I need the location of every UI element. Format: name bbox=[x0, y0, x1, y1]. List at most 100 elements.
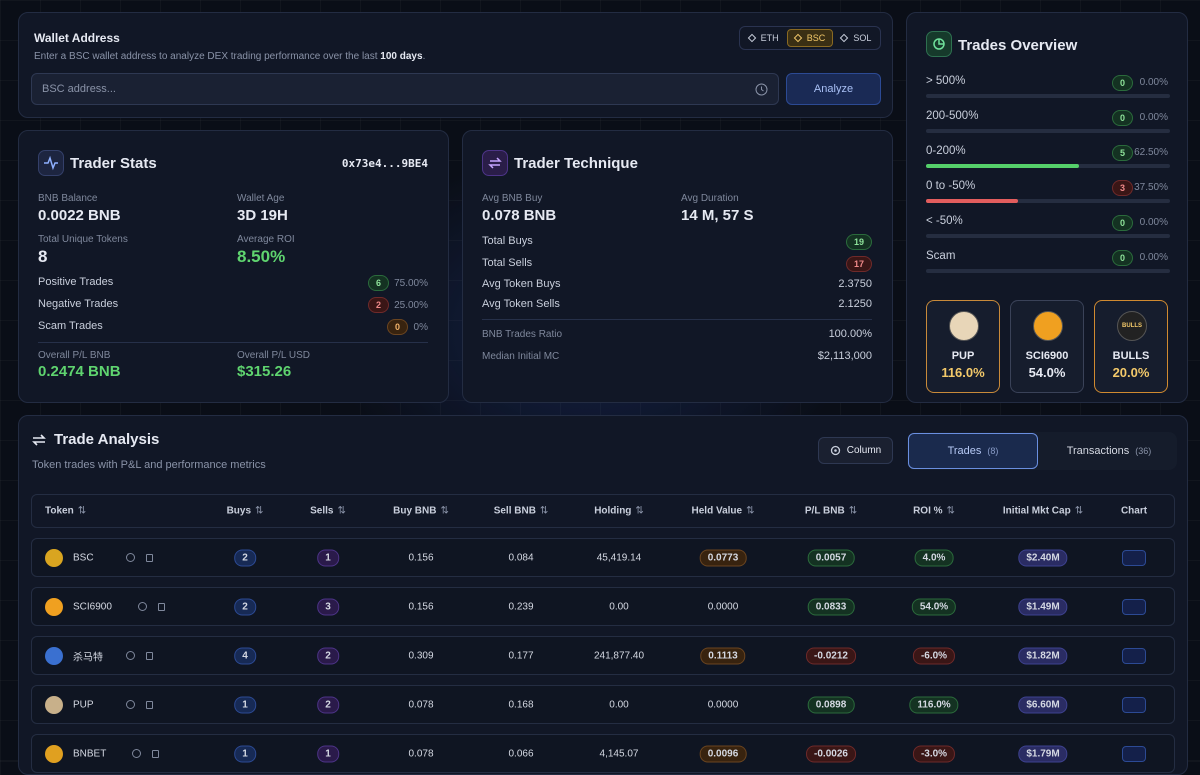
chart-button[interactable] bbox=[1122, 598, 1146, 615]
metric-label: Average ROI bbox=[237, 234, 295, 245]
cell-value: 0.177 bbox=[508, 650, 534, 661]
gear-icon bbox=[830, 445, 840, 456]
cell-value: 1 bbox=[317, 549, 339, 566]
metric-value: 0.078 BNB bbox=[482, 207, 557, 224]
token-name: SCI6900 bbox=[73, 601, 112, 612]
transactions-tab[interactable]: Transactions (36) bbox=[1043, 433, 1175, 469]
explorer-icon[interactable] bbox=[126, 700, 135, 709]
metric-label: Wallet Age bbox=[237, 193, 285, 204]
chain-icon bbox=[747, 33, 756, 43]
copy-icon[interactable] bbox=[146, 652, 153, 660]
table-row: PUP 1 2 0.078 0.168 0.00 0.0000 0.0898 116.0% $6.… bbox=[31, 685, 1175, 724]
column-header[interactable]: Held Value ⇅ bbox=[692, 506, 755, 517]
technique-title: Trader Technique bbox=[514, 155, 638, 172]
range-count: 0 bbox=[1112, 215, 1134, 231]
column-header[interactable]: Holding ⇅ bbox=[594, 506, 644, 517]
trades-tab[interactable]: Trades (8) bbox=[908, 433, 1038, 469]
column-header[interactable]: Sells ⇅ bbox=[310, 506, 346, 517]
copy-icon[interactable] bbox=[152, 750, 159, 758]
total-value: $315.26 bbox=[237, 363, 292, 380]
table-row: BSC 2 1 0.156 0.084 45,419.14 0.0773 0.0057 4.0%… bbox=[31, 538, 1175, 577]
column-header[interactable]: Token ⇅ bbox=[45, 506, 86, 517]
trader-technique-panel: Trader Technique Avg BNB Buy 0.078 BNB A… bbox=[462, 130, 893, 403]
trader-stats-panel: Trader Stats 0x73e4...9BE4 BNB Balance 0… bbox=[18, 130, 449, 403]
total-label: Overall P/L BNB bbox=[38, 350, 111, 361]
chain-button[interactable]: SOL bbox=[835, 29, 878, 47]
label: Transactions bbox=[1066, 445, 1130, 457]
cell-value: 1 bbox=[234, 696, 256, 713]
chart-button[interactable] bbox=[1122, 745, 1146, 762]
cell-value: 2 bbox=[234, 549, 256, 566]
history-icon[interactable] bbox=[755, 83, 768, 96]
metric-value: 8 bbox=[38, 247, 48, 266]
explorer-icon[interactable] bbox=[132, 749, 141, 758]
sort-icon: ⇅ bbox=[746, 505, 755, 517]
cell-value: 116.0% bbox=[909, 696, 959, 713]
trades-overview-panel: Trades Overview > 500% 0 0.00% 200-500% 0 0.0… bbox=[906, 12, 1188, 403]
column-header[interactable]: ROI % ⇅ bbox=[913, 506, 955, 517]
range-label: > 500% bbox=[926, 75, 966, 87]
cell-value: -0.0212 bbox=[806, 647, 856, 664]
cell-value: 0.0000 bbox=[707, 601, 739, 612]
cell-value: 3 bbox=[317, 598, 339, 615]
column-header[interactable]: P/L BNB ⇅ bbox=[805, 506, 857, 517]
copy-icon[interactable] bbox=[146, 554, 153, 562]
chart-button[interactable] bbox=[1122, 647, 1146, 664]
chain-button[interactable]: ETH bbox=[742, 29, 785, 47]
token-name: BNBET bbox=[73, 748, 107, 759]
token-icon bbox=[45, 745, 63, 763]
description-end: . bbox=[422, 51, 426, 62]
address-input[interactable]: BSC address... bbox=[31, 73, 779, 105]
column-header[interactable]: Sell BNB ⇅ bbox=[494, 506, 549, 517]
column-header[interactable]: Buys ⇅ bbox=[227, 506, 264, 517]
cell-value: 241,877.40 bbox=[593, 650, 645, 661]
column-header[interactable]: Initial Mkt Cap ⇅ bbox=[1003, 506, 1083, 517]
cell-value: -6.0% bbox=[912, 647, 956, 664]
stats-title: Trader Stats bbox=[70, 155, 157, 172]
range-label: Scam bbox=[926, 250, 956, 262]
column-header[interactable]: Buy BNB ⇅ bbox=[393, 506, 449, 517]
cell-value: 0.309 bbox=[408, 650, 434, 661]
chain-label: ETH bbox=[760, 33, 779, 43]
copy-icon[interactable] bbox=[146, 701, 153, 709]
cell-value: $2.40M bbox=[1018, 549, 1068, 566]
token-icon bbox=[45, 696, 63, 714]
cell-value: 2 bbox=[234, 598, 256, 615]
cell-value: 0.078 bbox=[408, 699, 434, 710]
footer-label: BNB Trades Ratio bbox=[482, 329, 563, 340]
row-value: 2.3750 bbox=[838, 278, 872, 290]
token-card: PUP 116.0% bbox=[926, 300, 1000, 393]
analysis-title: Trade Analysis bbox=[54, 431, 160, 448]
total-label: Overall P/L USD bbox=[237, 350, 310, 361]
column-button[interactable]: Column bbox=[818, 437, 893, 464]
copy-icon[interactable] bbox=[158, 603, 165, 611]
chain-icon bbox=[840, 33, 849, 43]
analyze-button[interactable]: Analyze bbox=[786, 73, 881, 105]
range-count: 0 bbox=[1112, 250, 1134, 266]
token-name: SCI6900 bbox=[1025, 350, 1069, 362]
trade-label: Positive Trades bbox=[38, 276, 114, 288]
chart-button[interactable] bbox=[1122, 549, 1146, 566]
header-label: Sell BNB bbox=[493, 505, 536, 517]
explorer-icon[interactable] bbox=[138, 602, 147, 611]
cell-value: -3.0% bbox=[912, 745, 956, 762]
explorer-icon[interactable] bbox=[126, 651, 135, 660]
token-icon: BULLS bbox=[1117, 311, 1147, 341]
row-label: Avg Token Buys bbox=[482, 278, 561, 290]
explorer-icon[interactable] bbox=[126, 553, 135, 562]
cell-value: 0.0773 bbox=[699, 549, 747, 566]
metric-value: 14 M, 57 S bbox=[681, 207, 754, 224]
chart-button[interactable] bbox=[1122, 696, 1146, 713]
token-name: PUP bbox=[73, 699, 94, 710]
range-track bbox=[926, 234, 1170, 238]
token-card: BULLS BULLS 20.0% bbox=[1094, 300, 1168, 393]
chain-button[interactable]: BSC bbox=[787, 29, 833, 47]
header-label: P/L BNB bbox=[804, 505, 845, 517]
wallet-panel: Wallet Address Enter a BSC wallet addres… bbox=[18, 12, 893, 118]
chain-selector: ETH BSC SOL bbox=[739, 26, 881, 50]
description: Enter a BSC wallet address to analyze DE… bbox=[34, 51, 378, 62]
range-label: 200-500% bbox=[926, 110, 979, 122]
cell-value: 0.168 bbox=[508, 699, 534, 710]
cell-value: -0.0026 bbox=[806, 745, 856, 762]
sort-icon: ⇅ bbox=[539, 505, 549, 517]
